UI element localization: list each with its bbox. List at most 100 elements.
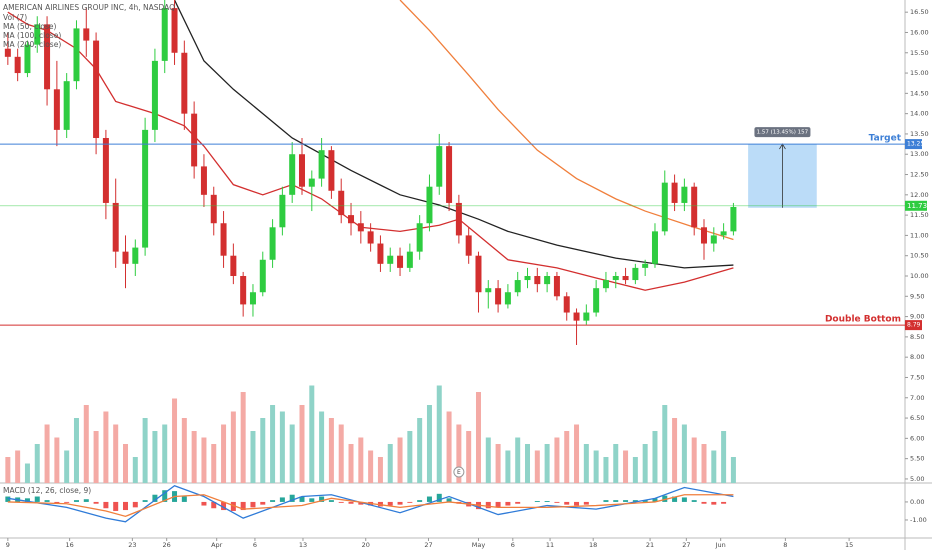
macd-hist-bar — [299, 496, 305, 502]
macd-hist-bar — [221, 501, 227, 511]
volume-bar — [24, 463, 30, 483]
volume-bar — [397, 437, 403, 483]
macd-hist-bar — [574, 501, 580, 506]
volume-bar — [299, 405, 305, 483]
volume-bar — [279, 411, 285, 483]
candle-body — [161, 8, 168, 61]
volume-bar — [250, 431, 256, 483]
price-tag — [905, 200, 927, 211]
volume-bar — [270, 405, 276, 483]
macd-title: MACD (12, 26, close, 9) — [3, 486, 91, 495]
macd-hist-bar — [211, 501, 217, 509]
y-tick-label: 16.50 — [910, 8, 929, 16]
volume-bar — [338, 424, 344, 483]
macd-hist-bar — [652, 498, 658, 502]
volume-bar — [377, 457, 383, 483]
macd-hist-bar — [613, 500, 619, 502]
candle-body — [700, 227, 707, 244]
macd-hist-bar — [279, 497, 285, 502]
volume-bar — [309, 385, 315, 483]
indicator-label: MA (50, close) — [3, 22, 57, 31]
volume-bar — [181, 418, 187, 483]
macd-hist-bar — [642, 500, 648, 502]
measure-label-bg — [754, 127, 811, 138]
volume-bar — [348, 444, 354, 483]
candle-body — [612, 276, 619, 281]
y-tick-label: 8.00 — [910, 353, 924, 361]
volume-bar — [603, 457, 609, 483]
macd-hist-bar — [83, 499, 89, 502]
y-tick-label: 7.00 — [910, 394, 924, 402]
volume-bar — [711, 450, 717, 483]
x-tick-label: 21 — [646, 541, 654, 549]
candle-body — [534, 276, 541, 285]
macd-hist-bar — [681, 497, 687, 502]
volume-bar — [64, 450, 70, 483]
candle-body — [338, 190, 345, 216]
candle-body — [240, 276, 247, 305]
volume-bar — [387, 444, 393, 483]
macd-hist-bar — [240, 501, 246, 511]
candle-body — [514, 280, 521, 293]
x-tick-label: 6 — [253, 541, 257, 549]
candle-body — [622, 276, 629, 281]
y-tick-label: 14.00 — [910, 110, 929, 118]
volume-bar — [593, 450, 599, 483]
candle-body — [583, 312, 590, 321]
macd-hist-bar — [672, 496, 678, 502]
candle-body — [328, 150, 335, 191]
y-tick-label: 13.50 — [910, 130, 929, 138]
y-tick-label: 7.50 — [910, 373, 924, 381]
macd-hist-bar — [289, 494, 295, 502]
macd-hist-bar — [132, 501, 138, 508]
macd-hist-bar — [44, 500, 50, 502]
candle-body — [651, 231, 658, 264]
volume-bar — [172, 398, 178, 483]
volume-bar — [495, 444, 501, 483]
y-tick-label: 0.00 — [910, 498, 924, 506]
volume-bar — [721, 431, 727, 483]
candle-body — [524, 276, 531, 281]
volume-bar — [662, 405, 668, 483]
volume-bar — [93, 431, 99, 483]
volume-bar — [44, 424, 50, 483]
indicator-label: Vol (7) — [3, 13, 27, 22]
price-tag-label: 8.79 — [907, 322, 921, 329]
candle-body — [122, 251, 129, 264]
volume-bar — [230, 411, 236, 483]
y-tick-label: 10.00 — [910, 272, 929, 280]
x-tick-label: 15 — [845, 541, 853, 549]
volume-bar — [475, 392, 481, 483]
volume-bar — [701, 444, 707, 483]
x-tick-label: 20 — [362, 541, 370, 549]
candle-body — [200, 166, 207, 195]
volume-bar — [417, 418, 423, 483]
macd-hist-bar — [348, 501, 354, 504]
candle-body — [191, 113, 198, 167]
price-tag-label: 13.25 — [907, 141, 924, 148]
y-tick-label: 5.00 — [910, 475, 924, 483]
volume-bar — [328, 418, 334, 483]
volume-bar — [613, 444, 619, 483]
level-label: Double Bottom — [825, 315, 901, 325]
macd-hist-bar — [436, 493, 442, 502]
volume-bar — [534, 450, 540, 483]
candle-body — [573, 312, 580, 321]
y-tick-label: 16.00 — [910, 28, 929, 36]
volume-bar — [446, 411, 452, 483]
macd-hist-bar — [485, 501, 491, 509]
volume-bar — [525, 444, 531, 483]
volume-bar — [54, 437, 60, 483]
candle-body — [73, 28, 80, 82]
candle-body — [602, 280, 609, 289]
macd-hist-bar — [93, 501, 99, 504]
volume-bar — [162, 424, 168, 483]
volume-bar — [103, 411, 109, 483]
macd-line — [7, 494, 734, 518]
y-tick-label: -1.00 — [910, 516, 927, 524]
macd-hist-bar — [309, 498, 315, 502]
macd-hist-bar — [446, 498, 452, 502]
volume-bar — [554, 437, 560, 483]
indicator-label: MA (200, close) — [3, 40, 61, 49]
